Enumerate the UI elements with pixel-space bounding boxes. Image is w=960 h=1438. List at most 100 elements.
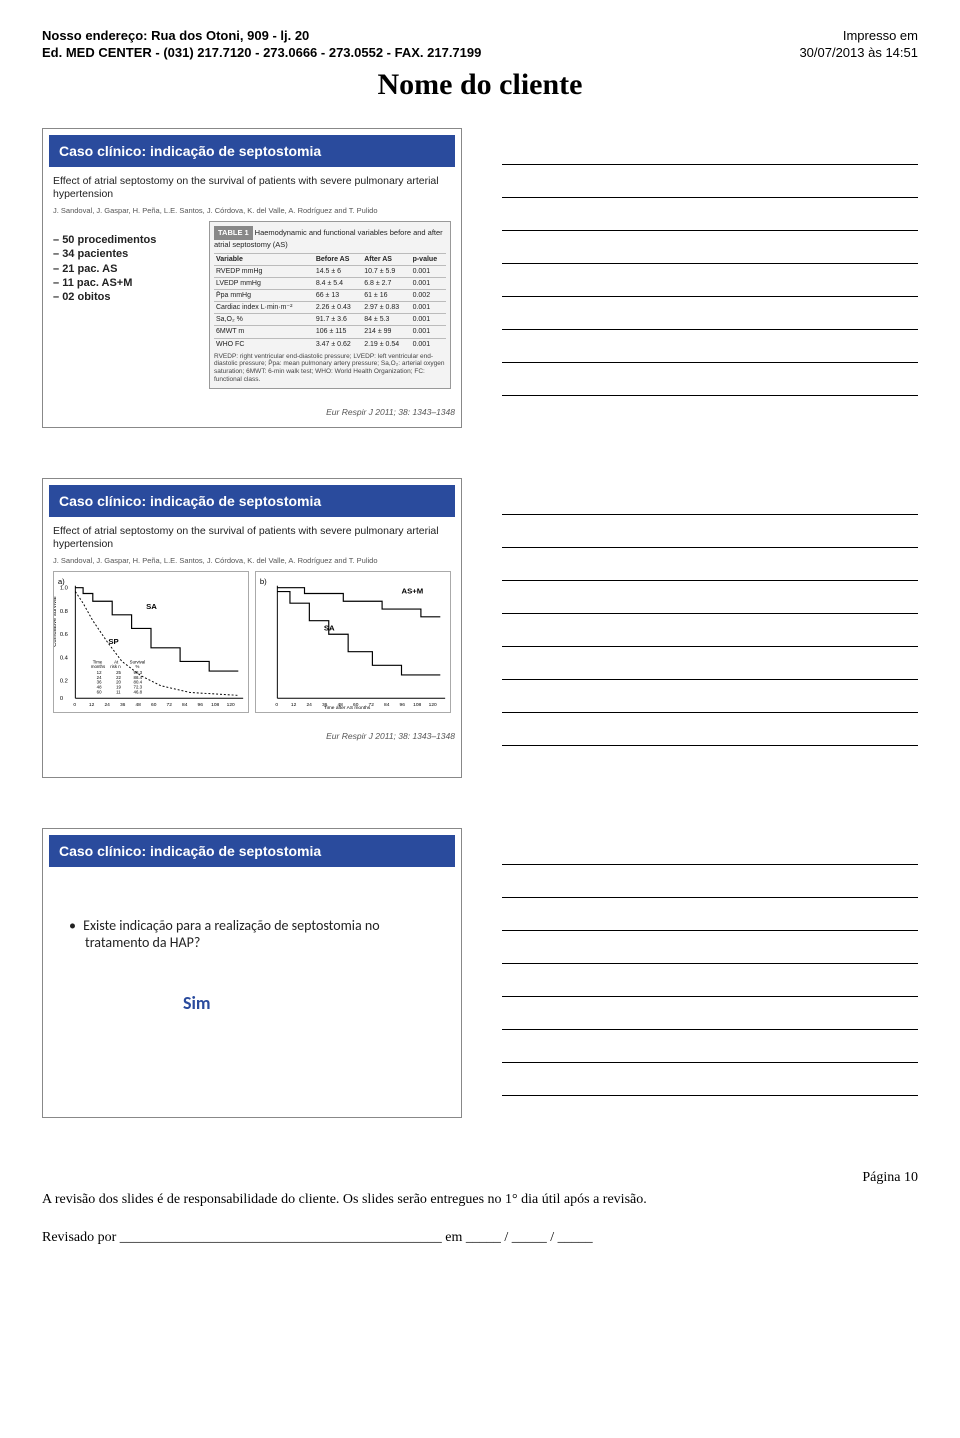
svg-text:0.4: 0.4	[60, 656, 69, 662]
svg-text:108: 108	[413, 702, 421, 708]
slide-3: Caso clínico: indicação de septostomia E…	[42, 828, 462, 1118]
note-line	[502, 198, 918, 231]
slide-2: Caso clínico: indicação de septostomia E…	[42, 478, 462, 778]
note-line	[502, 581, 918, 614]
note-line	[502, 931, 918, 964]
svg-text:11: 11	[116, 689, 121, 694]
svg-text:Time after AS months: Time after AS months	[324, 705, 371, 711]
svg-text:96: 96	[400, 702, 406, 708]
svg-text:60: 60	[151, 702, 157, 708]
svg-text:46.8: 46.8	[134, 689, 143, 694]
chart-a: a) 1.00.80.6 0.40.20 01224	[53, 571, 249, 713]
footer-text: A revisão dos slides é de responsabilida…	[42, 1190, 918, 1210]
table-cell: LVEDP mmHg	[214, 278, 314, 290]
svg-text:SP: SP	[108, 637, 118, 646]
table-row: LVEDP mmHg8.4 ± 5.46.8 ± 2.70.001	[214, 278, 446, 290]
question-text: Existe indicação para a realização de se…	[53, 907, 451, 962]
svg-text:36: 36	[120, 702, 126, 708]
svg-text:b): b)	[260, 577, 267, 586]
note-line	[502, 264, 918, 297]
chart-a-label: a)	[58, 577, 65, 586]
table-cell: 2.26 ± 0.43	[314, 302, 362, 314]
note-line	[502, 997, 918, 1030]
list-item: 50 procedimentos	[53, 233, 203, 247]
list-item: 34 pacientes	[53, 247, 203, 261]
col-var: Variable	[214, 253, 314, 265]
table-cell: 214 ± 99	[362, 326, 410, 338]
note-line	[502, 865, 918, 898]
svg-text:60: 60	[97, 689, 102, 694]
address-line: Nosso endereço: Rua dos Otoni, 909 - lj.…	[42, 28, 918, 45]
slide-header: Caso clínico: indicação de septostomia	[49, 135, 455, 167]
table-cell: 66 ± 13	[314, 290, 362, 302]
proc-list: 50 procedimentos 34 pacientes 21 pac. AS…	[53, 221, 203, 389]
table-cell: 0.001	[411, 314, 446, 326]
note-line	[502, 231, 918, 264]
note-line	[502, 363, 918, 396]
svg-text:108: 108	[211, 702, 219, 708]
note-line	[502, 482, 918, 515]
svg-text:0: 0	[73, 702, 76, 708]
notes-area-1	[502, 128, 918, 428]
table-cell: 61 ± 16	[362, 290, 410, 302]
table-label: TABLE 1	[214, 226, 253, 240]
svg-text:SA: SA	[324, 623, 335, 632]
note-line	[502, 614, 918, 647]
table-cell: 10.7 ± 5.9	[362, 266, 410, 278]
note-line	[502, 132, 918, 165]
table-row: Cardiac index L·min·m⁻²2.26 ± 0.432.97 ±…	[214, 302, 446, 314]
authors: J. Sandoval, J. Gaspar, H. Peña, L.E. Sa…	[53, 206, 451, 215]
journal-ref: Eur Respir J 2011; 38: 1343–1348	[43, 731, 461, 745]
table-row: Sa,O₂ %91.7 ± 3.684 ± 5.30.001	[214, 314, 446, 326]
table-cell: 0.002	[411, 290, 446, 302]
svg-text:72: 72	[167, 702, 173, 708]
svg-text:96: 96	[198, 702, 204, 708]
table-row: P̄pa mmHg66 ± 1361 ± 160.002	[214, 290, 446, 302]
table-cell: 6.8 ± 2.7	[362, 278, 410, 290]
svg-text:84: 84	[182, 702, 188, 708]
svg-text:0: 0	[275, 702, 278, 708]
svg-text:0.2: 0.2	[60, 679, 68, 685]
svg-text:AS+M: AS+M	[402, 587, 424, 596]
list-item: 11 pac. AS+M	[53, 276, 203, 290]
table-cell: 14.5 ± 6	[314, 266, 362, 278]
table-cell: 0.001	[411, 338, 446, 350]
svg-text:0.8: 0.8	[60, 609, 68, 615]
col-after: After AS	[362, 253, 410, 265]
col-before: Before AS	[314, 253, 362, 265]
table-cell: P̄pa mmHg	[214, 290, 314, 302]
list-item: 02 obitos	[53, 290, 203, 304]
note-line	[502, 515, 918, 548]
table-row: WHO FC3.47 ± 0.622.19 ± 0.540.001	[214, 338, 446, 350]
row-3: Caso clínico: indicação de septostomia E…	[42, 828, 918, 1118]
svg-text:Cumulative survival: Cumulative survival	[54, 597, 58, 647]
table-cell: 3.47 ± 0.62	[314, 338, 362, 350]
svg-text:risk n: risk n	[110, 664, 121, 669]
note-line	[502, 548, 918, 581]
ed-line: Ed. MED CENTER - (031) 217.7120 - 273.06…	[42, 45, 918, 62]
note-line	[502, 964, 918, 997]
table-cell: 0.001	[411, 278, 446, 290]
table-cell: 6MWT m	[214, 326, 314, 338]
journal-ref: Eur Respir J 2011; 38: 1343–1348	[43, 407, 461, 421]
authors: J. Sandoval, J. Gaspar, H. Peña, L.E. Sa…	[53, 556, 451, 565]
note-line	[502, 330, 918, 363]
svg-text:120: 120	[227, 702, 235, 708]
chart-b: b) 01224 364860 728496 108120	[255, 571, 451, 713]
col-p: p-value	[411, 253, 446, 265]
svg-text:1.0: 1.0	[60, 586, 68, 592]
note-line	[502, 297, 918, 330]
slide-header: Caso clínico: indicação de septostomia	[49, 485, 455, 517]
table-cell: 106 ± 115	[314, 326, 362, 338]
list-item: 21 pac. AS	[53, 262, 203, 276]
table-cell: 0.001	[411, 326, 446, 338]
table-cell: 2.97 ± 0.83	[362, 302, 410, 314]
svg-text:48: 48	[135, 702, 141, 708]
note-line	[502, 1063, 918, 1096]
svg-text:24: 24	[306, 702, 312, 708]
slide-1: Caso clínico: indicação de septostomia E…	[42, 128, 462, 428]
table-cell: 8.4 ± 5.4	[314, 278, 362, 290]
note-line	[502, 832, 918, 865]
row-1: Caso clínico: indicação de septostomia E…	[42, 128, 918, 428]
svg-text:SA: SA	[146, 602, 157, 611]
